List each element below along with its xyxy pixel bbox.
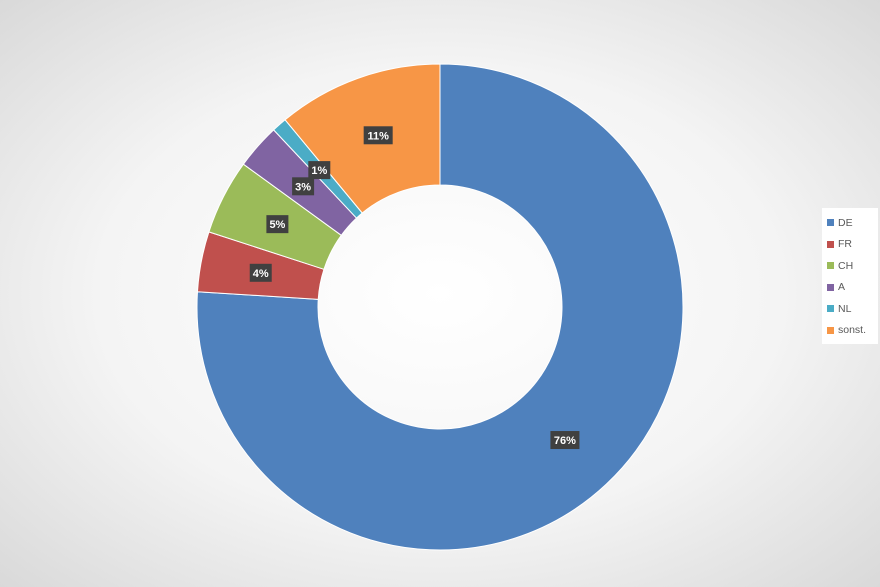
legend: DE FR CH A NL sonst.	[822, 208, 878, 344]
legend-swatch-ch	[827, 262, 834, 270]
legend-entry-a: A	[827, 277, 878, 299]
data-label-text-a: 3%	[295, 181, 311, 193]
data-label-text-sonst: 11%	[367, 130, 389, 142]
legend-swatch-sonst	[827, 326, 834, 334]
legend-label-sonst: sonst.	[838, 324, 867, 337]
legend-swatch-a	[827, 283, 834, 291]
legend-entry-sonst: sonst.	[827, 320, 878, 342]
data-labels: 76% 4% 5% 3%1% 11%	[249, 126, 580, 450]
legend-entry-fr: FR	[827, 234, 878, 256]
data-label-box-sonst	[363, 126, 393, 145]
data-label-box-nl	[308, 161, 331, 180]
donut-slices	[196, 63, 684, 551]
data-label-box-fr	[249, 263, 272, 282]
legend-label-de: DE	[838, 216, 853, 229]
legend-entry-de: DE	[827, 212, 878, 234]
legend-swatch-fr	[827, 240, 834, 248]
data-label-fr: 4%	[249, 263, 272, 282]
legend-label-a: A	[838, 281, 846, 294]
legend-swatch-de	[827, 219, 834, 227]
data-label-text-nl: 1%	[311, 165, 327, 177]
data-label-box-a	[292, 177, 315, 196]
legend-label-ch: CH	[838, 259, 854, 272]
slice-sonst	[284, 63, 441, 214]
data-label-text-ch: 5%	[269, 219, 285, 231]
data-label-a: 3%	[292, 177, 315, 196]
legend-label-fr: FR	[838, 238, 852, 251]
legend-swatch-nl	[827, 305, 834, 313]
data-label-text-fr: 4%	[253, 268, 269, 280]
slice-de	[196, 63, 684, 551]
data-label-ch: 5%	[266, 215, 289, 234]
legend-entry-ch: CH	[827, 255, 878, 277]
data-label-de: 76%	[550, 431, 580, 450]
data-label-sonst: 11%	[363, 126, 393, 145]
data-label-box-de	[550, 431, 580, 450]
data-label-nl: 1%	[308, 161, 331, 180]
data-label-text-de: 76%	[554, 435, 576, 447]
legend-entry-nl: NL	[827, 298, 878, 320]
legend-label-nl: NL	[838, 302, 852, 315]
data-label-box-ch	[266, 215, 289, 234]
